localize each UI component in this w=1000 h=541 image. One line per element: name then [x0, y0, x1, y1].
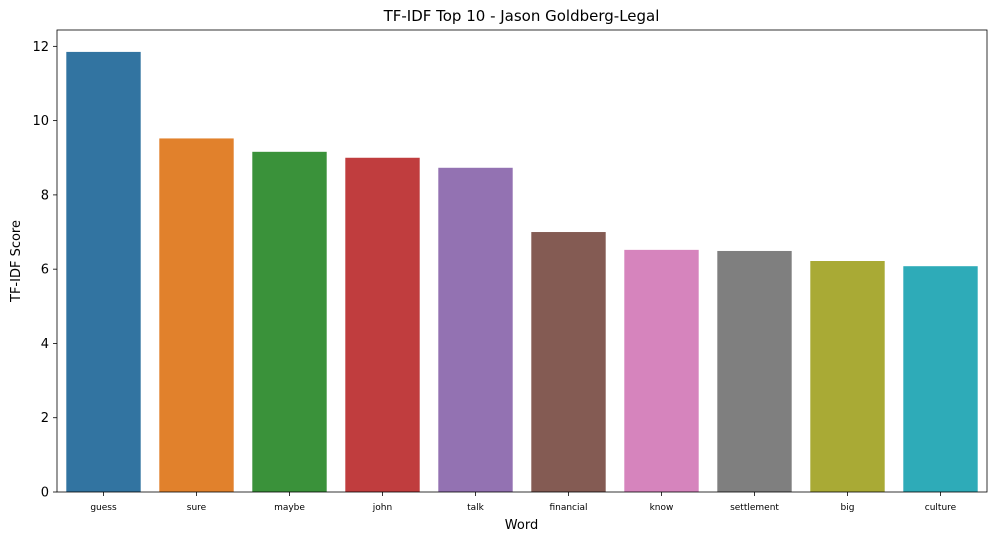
x-tick-label: financial — [549, 503, 587, 513]
y-tick-label: 6 — [41, 263, 49, 278]
chart-title: TF-IDF Top 10 - Jason Goldberg-Legal — [383, 7, 660, 25]
axes-frame — [56, 29, 988, 493]
x-tick-label: culture — [925, 503, 957, 513]
x-tick-label: know — [650, 503, 674, 513]
y-tick-label: 0 — [41, 486, 49, 501]
bar-culture — [903, 266, 978, 492]
x-axis-label: Word — [505, 518, 538, 533]
bar-john — [345, 157, 420, 492]
y-tick-label: 10 — [32, 114, 49, 129]
y-tick-label: 2 — [41, 411, 49, 426]
x-tick-label: maybe — [274, 503, 305, 513]
bar-talk — [438, 167, 513, 492]
x-tick-label: guess — [90, 503, 117, 513]
y-axis-label: TF-IDF Score — [9, 220, 24, 303]
plot-area: guess sure maybe john talk financial know settl… — [32, 29, 988, 513]
bar-financial — [531, 232, 606, 492]
y-tick-label: 8 — [41, 188, 49, 203]
x-tick-label: talk — [467, 503, 485, 513]
bar-guess — [66, 51, 141, 492]
x-tick-label: big — [841, 503, 855, 513]
y-tick-label: 12 — [32, 40, 49, 55]
x-tick-label: sure — [187, 503, 207, 513]
bar-sure — [159, 138, 234, 492]
bar-maybe — [252, 151, 327, 492]
bar-settlement — [717, 250, 792, 492]
bar-know — [624, 249, 699, 492]
y-tick-label: 4 — [41, 337, 49, 352]
bar-big — [810, 261, 885, 492]
x-tick-label: john — [372, 503, 392, 513]
x-tick-label: settlement — [730, 503, 779, 513]
